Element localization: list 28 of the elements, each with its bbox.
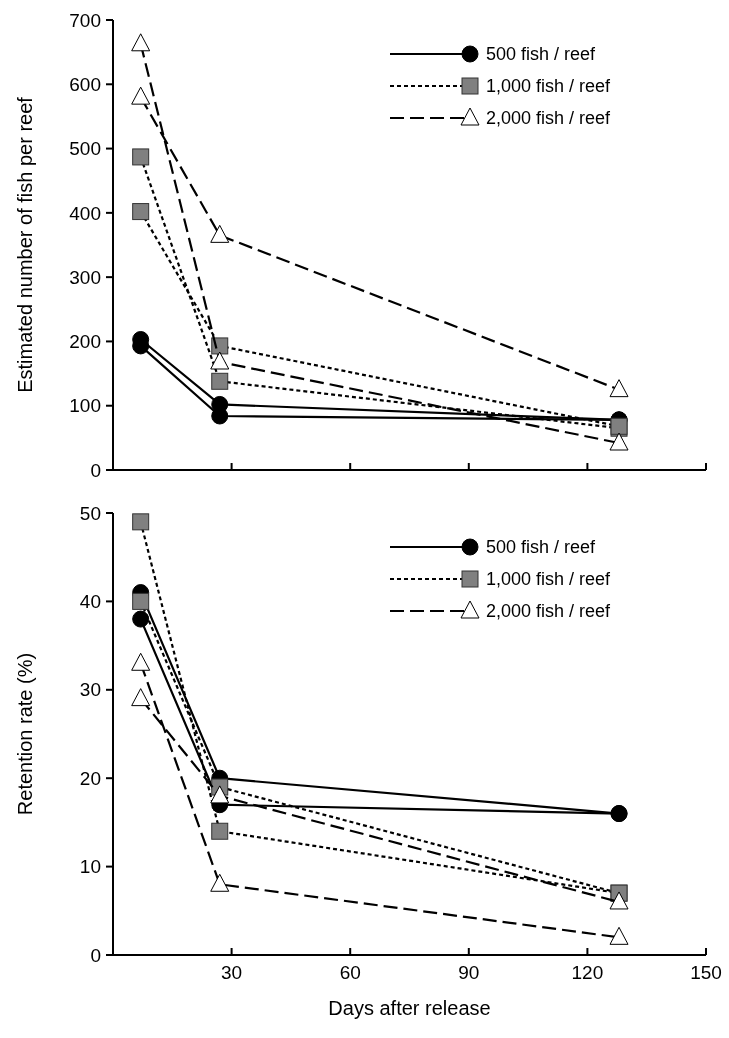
y-axis-title: Estimated number of fish per reef — [14, 96, 36, 393]
y-tick-label: 0 — [90, 459, 101, 481]
x-tick-label: 150 — [690, 962, 722, 983]
legend-label: 1,000 fish / reef — [486, 569, 612, 590]
legend-label: 2,000 fish / reef — [486, 601, 612, 622]
y-tick-label: 20 — [79, 767, 101, 789]
y-tick-label: 100 — [69, 395, 101, 417]
y-tick-label: 700 — [69, 9, 101, 31]
legend-label: 2,000 fish / reef — [486, 108, 612, 129]
y-axis-title: Retention rate (%) — [14, 652, 36, 816]
y-tick-label: 200 — [69, 331, 101, 353]
y-tick-label: 600 — [69, 73, 101, 95]
x-tick-label: 90 — [458, 962, 480, 983]
y-tick-label: 500 — [69, 138, 101, 160]
y-tick-label: 40 — [79, 591, 101, 613]
y-tick-label: 400 — [69, 202, 101, 224]
x-axis-title: Days after release — [328, 997, 491, 1019]
y-tick-label: 300 — [69, 266, 101, 288]
legend-label: 500 fish / reef — [486, 44, 597, 65]
y-tick-label: 10 — [79, 856, 101, 878]
legend-label: 500 fish / reef — [486, 537, 597, 558]
x-tick-label: 120 — [571, 962, 604, 983]
x-tick-label: 30 — [221, 962, 243, 983]
legend-label: 1,000 fish / reef — [486, 76, 612, 97]
y-tick-label: 50 — [79, 502, 101, 524]
y-tick-label: 0 — [90, 944, 101, 966]
y-tick-label: 30 — [79, 679, 101, 701]
x-tick-label: 60 — [339, 962, 361, 983]
